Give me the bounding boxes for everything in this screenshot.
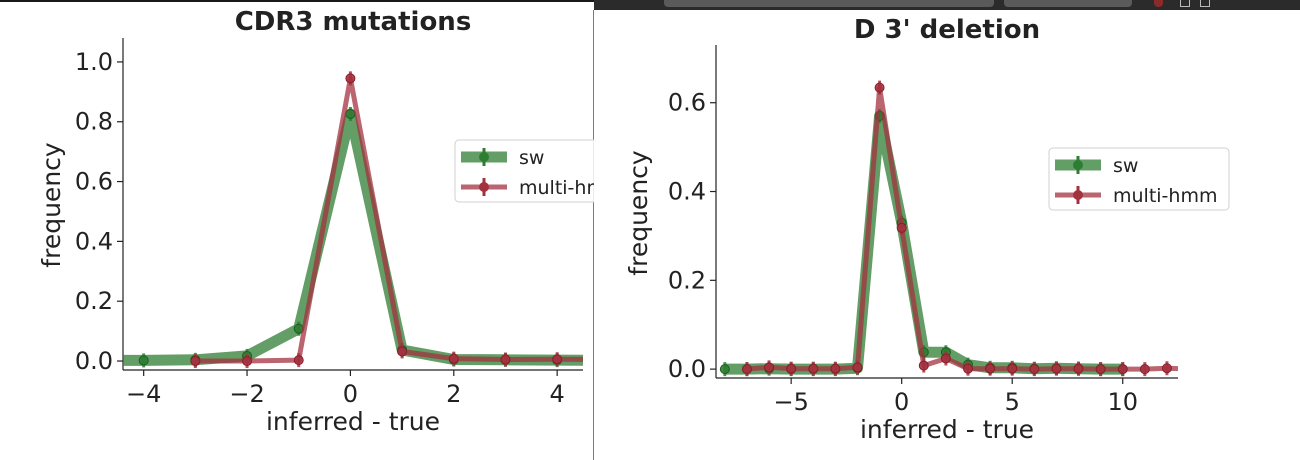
data-point <box>896 222 907 233</box>
data-point <box>1073 363 1084 374</box>
data-point <box>397 346 408 357</box>
panel-divider <box>593 10 594 460</box>
y-tick-label: 0.2 <box>668 266 706 294</box>
data-point <box>963 363 973 374</box>
y-tick-label: 0.6 <box>668 89 706 117</box>
data-point <box>940 353 951 364</box>
legend-label: multi-hmm <box>519 177 594 199</box>
data-point <box>138 355 149 366</box>
y-axis-label: frequency <box>37 142 66 268</box>
data-point <box>552 354 563 365</box>
y-tick-label: 0.2 <box>75 287 113 315</box>
legend-swatch-marker <box>479 152 489 162</box>
legend-swatch-marker <box>479 182 489 192</box>
data-point <box>830 363 841 374</box>
legend-label: sw <box>1113 155 1138 177</box>
record-indicator-icon <box>1154 0 1163 7</box>
data-point <box>1185 365 1194 374</box>
y-tick-label: 0.4 <box>75 227 113 255</box>
data-point <box>500 354 511 365</box>
y-tick-label: 0.6 <box>75 168 113 196</box>
chart-title: D 3' deletion <box>854 15 1040 45</box>
x-tick-label: −4 <box>126 380 161 408</box>
x-tick-label: 5 <box>1005 388 1020 416</box>
data-point <box>293 355 304 366</box>
y-tick-label: 1.0 <box>75 48 113 76</box>
x-axis-label: inferred - true <box>860 415 1034 444</box>
data-point <box>190 356 201 367</box>
x-tick-label: −5 <box>773 388 808 416</box>
data-point <box>808 363 819 374</box>
plot-area <box>719 80 1194 377</box>
maximize-icon[interactable] <box>1200 0 1210 7</box>
data-point <box>345 108 356 119</box>
data-point <box>874 82 885 93</box>
y-tick-label: 0.0 <box>75 347 113 375</box>
data-point <box>1139 364 1150 375</box>
chart-cdr3-mutations: CDR3 mutations −4 −2 0 2 4 0.0 0.2 0.4 0.6 0.8 1.0 i… <box>37 7 594 436</box>
data-point <box>1051 363 1062 374</box>
data-point <box>852 362 863 373</box>
data-point <box>764 362 775 373</box>
legend: sw multi-hmm <box>454 139 594 203</box>
x-tick-label: 2 <box>446 380 461 408</box>
legend-label: sw <box>519 147 544 169</box>
data-point <box>918 360 929 371</box>
data-point <box>448 353 459 364</box>
plot-area <box>123 71 583 369</box>
legend-label: multi-hmm <box>1113 185 1217 207</box>
minimize-icon[interactable] <box>1180 0 1190 7</box>
x-tick-label: 4 <box>550 380 565 408</box>
data-point <box>1007 363 1018 374</box>
x-tick-label: −2 <box>229 380 264 408</box>
data-point <box>985 363 996 374</box>
y-tick-label: 0.8 <box>75 108 113 136</box>
data-point <box>1161 363 1172 374</box>
series-line-1 <box>195 75 583 364</box>
window-titlebar <box>594 0 1300 10</box>
y-axis-label: frequency <box>624 150 653 276</box>
x-tick-label: 0 <box>343 380 358 408</box>
legend-swatch-marker <box>1073 160 1083 170</box>
data-point <box>786 363 797 374</box>
tab-fragment[interactable] <box>1004 0 1132 7</box>
address-bar-fragment[interactable] <box>664 0 994 7</box>
x-tick-label: 10 <box>1107 388 1138 416</box>
data-point <box>1095 364 1106 375</box>
x-axis-label: inferred - true <box>266 407 440 436</box>
series-line-1 <box>746 85 1178 372</box>
chart-d3-deletion: D 3' deletion −5 0 5 10 0.0 0.2 0.4 0.6 inferred … <box>624 15 1230 444</box>
data-point <box>242 356 253 367</box>
legend-swatch-marker <box>1073 190 1083 200</box>
data-point <box>719 364 730 375</box>
window-top-border <box>0 0 594 2</box>
data-point <box>1029 364 1040 375</box>
y-tick-label: 0.4 <box>668 178 706 206</box>
legend: sw multi-hmm <box>1048 147 1230 211</box>
data-point <box>1117 364 1128 375</box>
y-tick-label: 0.0 <box>668 355 706 383</box>
chart-title: CDR3 mutations <box>235 7 472 37</box>
data-point <box>345 73 356 84</box>
data-point <box>741 364 752 375</box>
x-tick-label: 0 <box>894 388 909 416</box>
